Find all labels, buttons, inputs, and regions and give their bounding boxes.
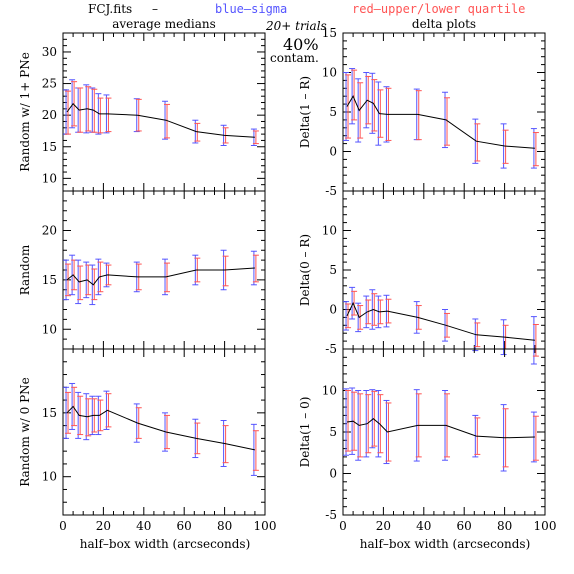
median-series-line (346, 95, 535, 149)
x-tick-label: 60 (457, 519, 472, 533)
x-tick-label: 100 (534, 519, 557, 533)
y-tick-label: 15 (322, 26, 337, 40)
chart-panel-left-top: 10 15 20 25 30 Random w/ 1+ PNe average median… (18, 17, 266, 192)
header-dash: – (152, 2, 158, 16)
plot-frame (342, 348, 546, 516)
y-tick-label: 10 (42, 322, 57, 336)
y-tick-label: 10 (322, 384, 337, 398)
y-tick-label: 30 (42, 45, 57, 59)
median-series-line (66, 267, 255, 286)
median-series-line (66, 103, 255, 138)
y-tick-label: 0 (329, 303, 337, 317)
y-axis-label: Delta(1 – R) (298, 76, 312, 148)
median-series-line (346, 418, 535, 439)
y-axis-label: Delta(0 – R) (298, 234, 312, 306)
panel-title: delta plots (412, 17, 476, 31)
y-tick-label: 10 (42, 470, 57, 484)
y-tick-label: -5 (325, 508, 337, 522)
x-tick-label: 80 (217, 519, 232, 533)
median-series-line (66, 405, 256, 451)
y-axis-label: Delta(1 – 0) (298, 397, 312, 468)
header-red-label: red–upper/lower quartile (352, 2, 525, 16)
header-file-label: FCJ.fits (88, 2, 132, 16)
y-tick-label: 0 (329, 467, 337, 481)
y-axis-label: Random w/ 0 PNe (18, 377, 32, 487)
chart-panel-right-top: -5 0 5 10 15 Delta(1 – R) delta plots (298, 17, 546, 198)
y-tick-label: -5 (325, 184, 337, 198)
plot-frame (62, 32, 266, 192)
header-trials: 20+ trials (265, 19, 327, 33)
x-tick-label: 60 (177, 519, 192, 533)
y-tick-label: 5 (329, 105, 337, 119)
y-tick-label: 5 (329, 425, 337, 439)
x-tick-label: 80 (497, 519, 512, 533)
header-contam-word: contam. (270, 51, 319, 65)
x-axis-label-right: half–box width (arcseconds) (360, 537, 531, 551)
y-tick-label: 5 (329, 263, 337, 277)
y-axis-label: Random (18, 244, 32, 295)
y-tick-label: 20 (42, 108, 57, 122)
y-tick-label: 25 (42, 77, 57, 91)
y-tick-label: 10 (322, 66, 337, 80)
chart-panel-left-mid: 10 15 20 Random (18, 190, 266, 350)
header-contam-pct: 40% (283, 35, 319, 54)
x-tick-label: 0 (339, 519, 347, 533)
x-axis-label-left: half–box width (arcseconds) (80, 537, 251, 551)
median-series-line (346, 301, 535, 341)
chart-panel-left-bot: 0 20 40 60 80 100 10 15 Random w/ 0 PNe (18, 348, 277, 533)
x-tick-label: 20 (376, 519, 391, 533)
y-tick-label: 20 (42, 224, 57, 238)
y-tick-label: 15 (42, 406, 57, 420)
header-blue-label: blue–sigma (215, 2, 287, 16)
x-tick-label: 40 (416, 519, 431, 533)
y-tick-label: 10 (42, 171, 57, 185)
y-tick-label: 15 (42, 273, 57, 287)
chart-panel-right-mid: -5 0 5 10 Delta(0 – R) (298, 190, 546, 365)
panels-group: 10 15 20 25 30 Random w/ 1+ PNe average median… (18, 17, 556, 533)
y-tick-label: -5 (325, 342, 337, 356)
plot-frame (342, 32, 546, 192)
panel-title: average medians (112, 17, 216, 31)
y-tick-label: 15 (42, 140, 57, 154)
plot-frame (62, 190, 266, 350)
x-tick-label: 100 (254, 519, 277, 533)
x-tick-label: 0 (59, 519, 67, 533)
x-tick-label: 20 (96, 519, 111, 533)
y-axis-label: Random w/ 1+ PNe (18, 52, 32, 172)
x-tick-label: 40 (136, 519, 151, 533)
y-tick-label: 0 (329, 145, 337, 159)
y-tick-label: 10 (322, 224, 337, 238)
